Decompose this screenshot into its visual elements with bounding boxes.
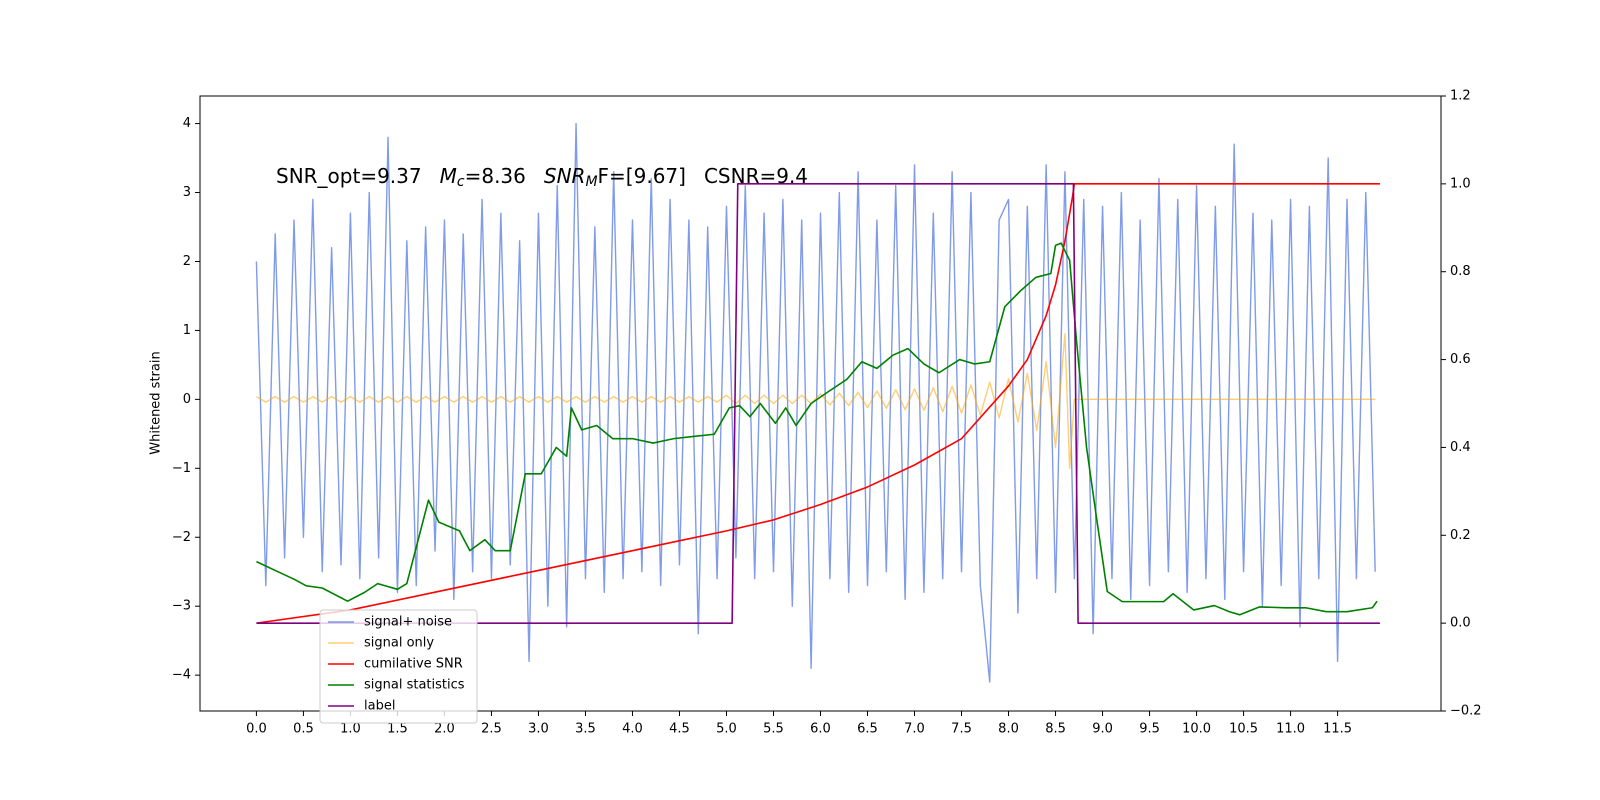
- y2-tick-label: 0.0: [1450, 616, 1471, 631]
- legend-label: signal only: [364, 636, 434, 651]
- x-tick-label: 9.5: [1139, 722, 1160, 737]
- y2-tick-label: 0.4: [1450, 440, 1471, 455]
- y-tick-label: 1: [183, 323, 191, 338]
- y2-tick-label: 0.8: [1450, 264, 1471, 279]
- x-tick-label: 7.0: [904, 722, 925, 737]
- y-tick-label: 2: [183, 254, 191, 269]
- x-tick-label: 0.0: [246, 722, 267, 737]
- plot-area: [255, 122, 1380, 683]
- y-tick-label: 0: [183, 392, 191, 407]
- y-axis-label: Whitened strain: [149, 351, 164, 454]
- x-tick-label: 2.0: [434, 722, 455, 737]
- legend-label: cumilative SNR: [364, 657, 463, 672]
- y-tick-label: −1: [172, 461, 191, 476]
- x-tick-label: 11.5: [1323, 722, 1352, 737]
- annotation-part: M: [440, 164, 457, 188]
- x-tick-label: 5.5: [763, 722, 784, 737]
- annotation-part: SNR_opt=9.37: [276, 164, 422, 188]
- x-tick-label: 8.0: [998, 722, 1019, 737]
- legend-label: signal statistics: [364, 678, 465, 693]
- x-tick-label: 4.0: [622, 722, 643, 737]
- x-tick-label: 11.0: [1276, 722, 1305, 737]
- legend-label: label: [364, 699, 395, 714]
- y2-tick-label: 0.6: [1450, 352, 1471, 367]
- y2-tick-label: 1.0: [1450, 176, 1471, 191]
- annotation-part: =8.36: [465, 164, 526, 188]
- y2-tick-label: 0.2: [1450, 528, 1471, 543]
- y-tick-label: −3: [172, 599, 191, 614]
- y2-tick-label: −0.2: [1450, 704, 1482, 719]
- x-tick-label: 2.5: [481, 722, 502, 737]
- series-line: [256, 183, 1380, 624]
- x-tick-label: 4.5: [669, 722, 690, 737]
- x-tick-label: 8.5: [1045, 722, 1066, 737]
- x-tick-label: 1.5: [387, 722, 408, 737]
- x-tick-label: 7.5: [951, 722, 972, 737]
- x-tick-label: 6.5: [857, 722, 878, 737]
- x-tick-label: 10.5: [1229, 722, 1258, 737]
- x-tick-label: 10.0: [1182, 722, 1211, 737]
- x-tick-label: 0.5: [293, 722, 314, 737]
- x-tick-label: 3.5: [575, 722, 596, 737]
- y-tick-label: −2: [172, 530, 191, 545]
- annotation-part: M: [585, 174, 597, 190]
- x-tick-label: 3.0: [528, 722, 549, 737]
- series-line: [256, 242, 1378, 616]
- annotation-part: CSNR=9.4: [704, 164, 808, 188]
- legend: signal+ noise signal only cumilative SNR si…: [319, 609, 478, 724]
- annotation-part: SNR: [544, 164, 586, 188]
- legend-label: signal+ noise: [364, 615, 452, 630]
- annotation: SNR_opt=9.37 Mc=8.36 SNRMF=[9.67] CSNR=9.4: [276, 164, 808, 191]
- x-tick-label: 6.0: [810, 722, 831, 737]
- legend-box: [319, 609, 478, 724]
- annotation-part: F=[9.67]: [598, 164, 686, 188]
- series-line: [255, 122, 1376, 683]
- x-tick-label: 5.0: [716, 722, 737, 737]
- annotation-part: c: [457, 174, 465, 190]
- series-line: [256, 183, 1380, 624]
- y-tick-label: −4: [172, 668, 191, 683]
- x-tick-label: 1.0: [340, 722, 361, 737]
- y2-tick-label: 1.2: [1450, 89, 1471, 104]
- x-tick-label: 9.0: [1092, 722, 1113, 737]
- y-tick-label: 4: [183, 116, 191, 131]
- y-tick-label: 3: [183, 185, 191, 200]
- series-line: [256, 333, 1376, 470]
